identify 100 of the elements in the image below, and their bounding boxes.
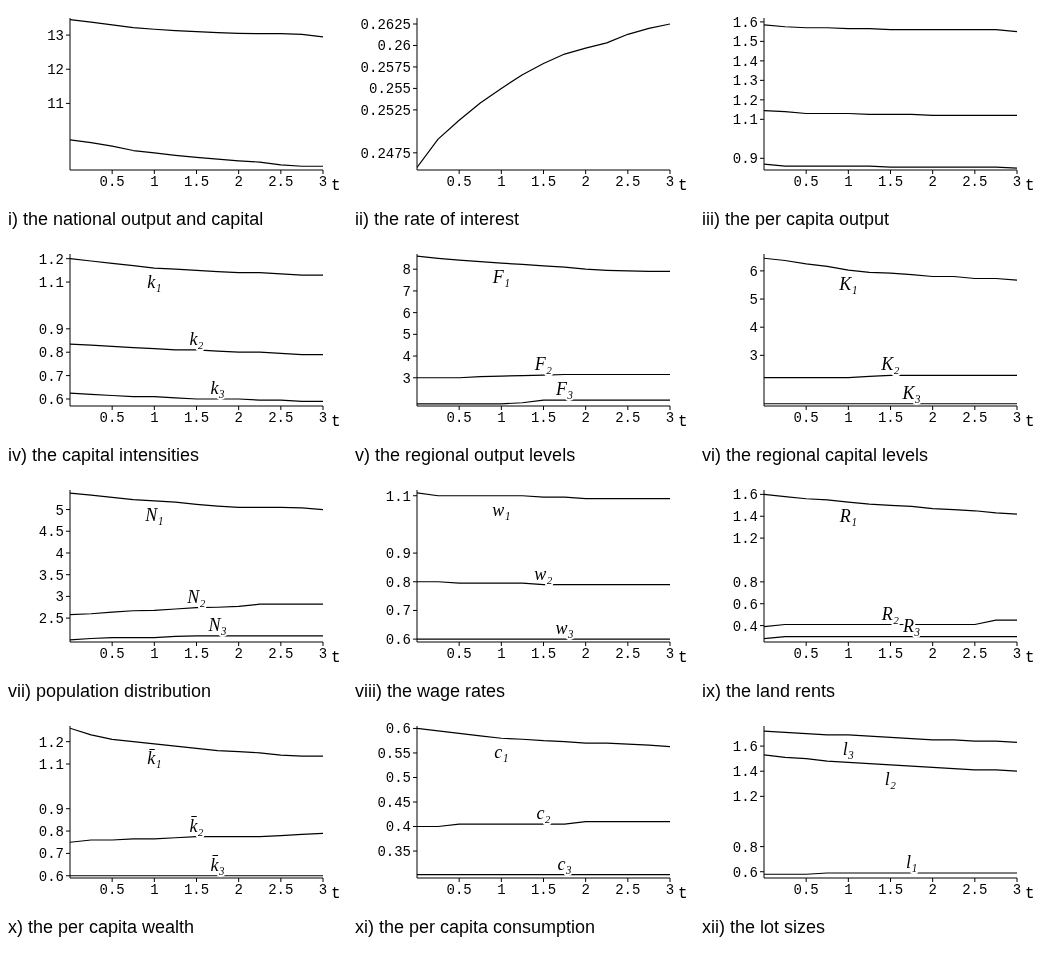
x-tick-label: 0.5 xyxy=(793,645,819,662)
y-tick-label: 1.4 xyxy=(732,53,758,70)
x-axis-title: t xyxy=(1025,176,1035,195)
x-tick-label: 3 xyxy=(1012,645,1022,662)
series-label: N₁ xyxy=(144,504,164,525)
x-tick-label: 1 xyxy=(844,645,853,662)
y-tick-label: 1.6 xyxy=(732,739,758,756)
y-tick-label: 0.7 xyxy=(38,846,64,863)
y-tick-label: 1.2 xyxy=(732,789,758,806)
x-tick-label: 2 xyxy=(928,409,937,426)
y-tick-label: 0.6 xyxy=(38,391,64,408)
y-tick-label: 1.1 xyxy=(38,756,64,773)
y-tick-label: 0.55 xyxy=(377,745,411,762)
series-label: k₃ xyxy=(210,377,225,398)
text: x) the per capita wealth xyxy=(8,917,196,938)
y-tick-label: 0.35 xyxy=(377,844,411,860)
x-tick-label: 2.5 xyxy=(962,881,988,898)
x-axis-title: t xyxy=(331,412,341,431)
y-tick-label: 4 xyxy=(749,320,758,337)
x-axis-title: t xyxy=(1025,884,1035,903)
y-tick-label: 6 xyxy=(402,305,411,322)
text: iv) the capital intensities xyxy=(8,445,201,466)
x-tick-label: 2.5 xyxy=(268,645,294,662)
series-label: k₂ xyxy=(189,328,204,349)
x-tick-label: 1 xyxy=(150,881,159,898)
x-tick-label: 1.5 xyxy=(183,881,210,898)
x-tick-label: 2.5 xyxy=(962,645,988,662)
x-tick-label: 1 xyxy=(844,409,853,426)
series-label: w₂ xyxy=(534,563,553,584)
x-tick-label: 3 xyxy=(665,645,675,662)
x-tick-label: 2.5 xyxy=(268,881,294,898)
y-tick-label: 0.9 xyxy=(732,151,758,168)
x-tick-label: 1.5 xyxy=(530,645,557,662)
y-tick-label: 0.2525 xyxy=(360,102,411,119)
y-tick-label: 0.6 xyxy=(385,632,411,649)
x-tick-label: 1.5 xyxy=(877,409,904,426)
x-tick-label: 1 xyxy=(497,881,506,898)
y-tick-label: 0.8 xyxy=(385,574,411,591)
x-tick-label: 0.5 xyxy=(793,409,819,426)
x-tick-label: 2.5 xyxy=(268,409,294,426)
x-tick-label: 3 xyxy=(318,409,328,426)
y-tick-label: 0.8 xyxy=(38,345,64,362)
text: ix) the land rents xyxy=(702,681,837,702)
text: vii) population distribution xyxy=(8,681,213,702)
series-label: k̄₁ xyxy=(147,747,162,768)
y-tick-label: 0.9 xyxy=(38,321,64,338)
x-tick-label: 3 xyxy=(1012,881,1022,898)
x-tick-label: 0.5 xyxy=(793,881,819,898)
y-tick-label: 12 xyxy=(47,62,64,79)
y-tick-label: 4 xyxy=(55,545,64,562)
y-tick-label: 0.8 xyxy=(38,824,64,841)
y-tick-label: 0.6 xyxy=(732,864,758,881)
x-axis-title: t xyxy=(678,176,688,195)
y-tick-label: 3 xyxy=(55,589,64,606)
x-tick-label: 2 xyxy=(581,409,590,426)
x-tick-label: 1.5 xyxy=(877,645,904,662)
x-tick-label: 0.5 xyxy=(446,881,472,898)
y-tick-label: 3 xyxy=(402,370,411,387)
text: viii) the wage rates xyxy=(355,681,507,702)
x-tick-label: 1 xyxy=(497,645,506,662)
x-tick-label: 2 xyxy=(234,409,243,426)
x-axis-title: t xyxy=(678,412,688,431)
x-tick-label: 1 xyxy=(497,409,506,426)
y-tick-label: 1.6 xyxy=(732,487,758,504)
series-label: F₃ xyxy=(554,379,574,400)
x-tick-label: 1.5 xyxy=(877,881,904,898)
y-tick-label: 0.45 xyxy=(377,794,411,811)
y-tick-label: 1.3 xyxy=(732,73,758,90)
x-tick-label: 0.5 xyxy=(99,173,125,190)
x-tick-label: 0.5 xyxy=(446,173,472,190)
y-tick-label: 0.4 xyxy=(385,819,411,836)
y-tick-label: 3.5 xyxy=(38,567,64,584)
x-tick-label: 0.5 xyxy=(793,173,819,190)
series-label: k₁ xyxy=(147,272,162,293)
y-tick-label: 7 xyxy=(402,283,411,300)
y-tick-label: 0.255 xyxy=(368,81,411,98)
series-label: K₁ xyxy=(838,274,858,295)
series-label: k̄₂ xyxy=(189,815,204,836)
x-tick-label: 3 xyxy=(318,173,328,190)
x-tick-label: 3 xyxy=(665,881,675,898)
y-tick-label: 0.7 xyxy=(385,603,411,620)
x-axis-title: t xyxy=(678,648,688,667)
x-tick-label: 1 xyxy=(150,173,159,190)
y-tick-label: 0.2475 xyxy=(360,145,411,162)
x-tick-label: 2.5 xyxy=(268,173,294,190)
y-tick-label: 0.8 xyxy=(732,839,758,856)
series-label: F₂ xyxy=(533,354,553,375)
x-tick-label: 0.5 xyxy=(446,409,472,426)
series-label: K₂ xyxy=(880,354,900,375)
x-tick-label: 3 xyxy=(318,881,328,898)
y-tick-label: 13 xyxy=(47,28,64,45)
x-tick-label: 2.5 xyxy=(615,409,641,426)
y-tick-label: 0.8 xyxy=(732,574,758,591)
x-tick-label: 1.5 xyxy=(183,645,210,662)
y-tick-label: 2.5 xyxy=(38,611,64,628)
series-label: c₃ xyxy=(557,853,572,874)
series-label: l₁ xyxy=(905,851,918,872)
x-tick-label: 2 xyxy=(928,881,937,898)
y-tick-label: 0.6 xyxy=(38,868,64,885)
x-tick-label: 1.5 xyxy=(530,173,557,190)
